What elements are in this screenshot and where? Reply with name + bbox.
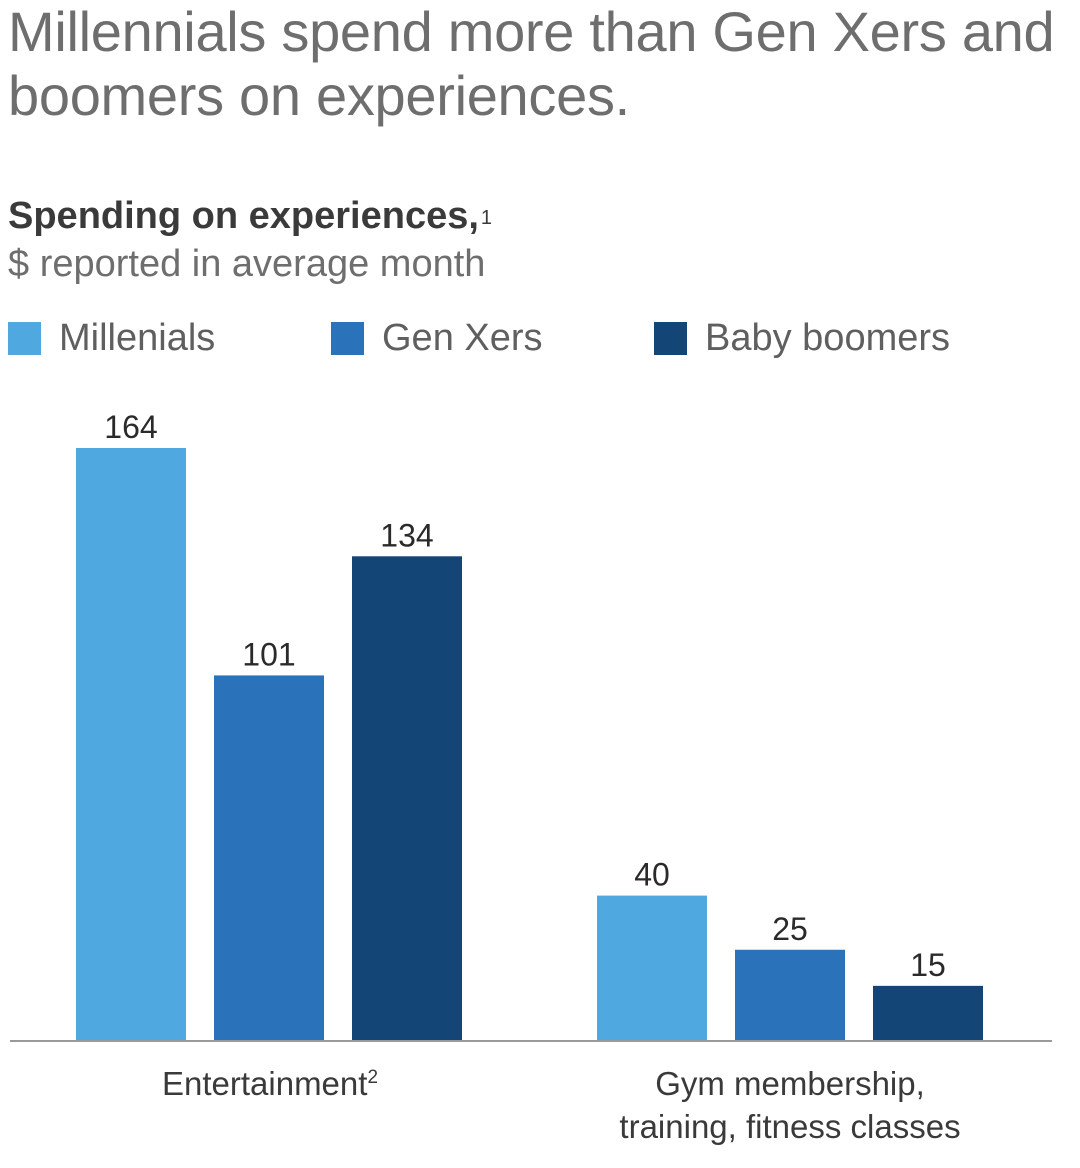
chart-headline: Millennials spend more than Gen Xers and… xyxy=(8,0,1055,127)
bar-value-label: 101 xyxy=(242,636,295,672)
bar-millenials-cat1 xyxy=(597,895,707,1040)
bar-value-label: 15 xyxy=(910,947,946,983)
category-label: Entertainment2 xyxy=(162,1065,378,1102)
bar-gen-xers-cat1 xyxy=(735,949,845,1040)
chart-title-text: Spending on experiences, xyxy=(8,195,479,237)
legend-item-baby-boomers: Baby boomers xyxy=(654,316,950,360)
chart-title-footnote: 1 xyxy=(480,207,493,229)
bar-chart: 164 101 134 Entertainment2 40 25 15 Gym members… xyxy=(10,409,1052,1145)
bar-value-label: 134 xyxy=(380,517,433,553)
bar-baby-boomers-cat0 xyxy=(352,556,462,1040)
bar-value-label: 164 xyxy=(104,409,157,445)
legend-label-millenials: Millenials xyxy=(59,317,216,359)
category-footnote: 2 xyxy=(367,1067,378,1088)
chart-legend: Millenials Gen Xers Baby boomers xyxy=(0,316,1080,360)
category-label: training, fitness classes xyxy=(619,1108,960,1145)
bar-millenials-cat0 xyxy=(76,448,186,1040)
legend-swatch-millenials xyxy=(8,321,41,355)
legend-item-millenials: Millenials xyxy=(8,316,215,360)
legend-swatch-gen-xers xyxy=(331,321,364,355)
category-label: Gym membership, xyxy=(655,1065,925,1102)
legend-item-gen-xers: Gen Xers xyxy=(331,316,543,360)
bar-baby-boomers-cat1 xyxy=(873,985,983,1040)
legend-swatch-baby-boomers xyxy=(654,321,687,355)
legend-label-baby-boomers: Baby boomers xyxy=(705,317,951,359)
bar-value-label: 25 xyxy=(772,911,808,947)
bar-gen-xers-cat0 xyxy=(214,675,324,1040)
chart-subtitle: $ reported in average month xyxy=(8,243,486,285)
bar-value-label: 40 xyxy=(634,857,670,893)
chart-title: Spending on experiences, 1 xyxy=(8,194,492,238)
legend-label-gen-xers: Gen Xers xyxy=(382,317,543,359)
